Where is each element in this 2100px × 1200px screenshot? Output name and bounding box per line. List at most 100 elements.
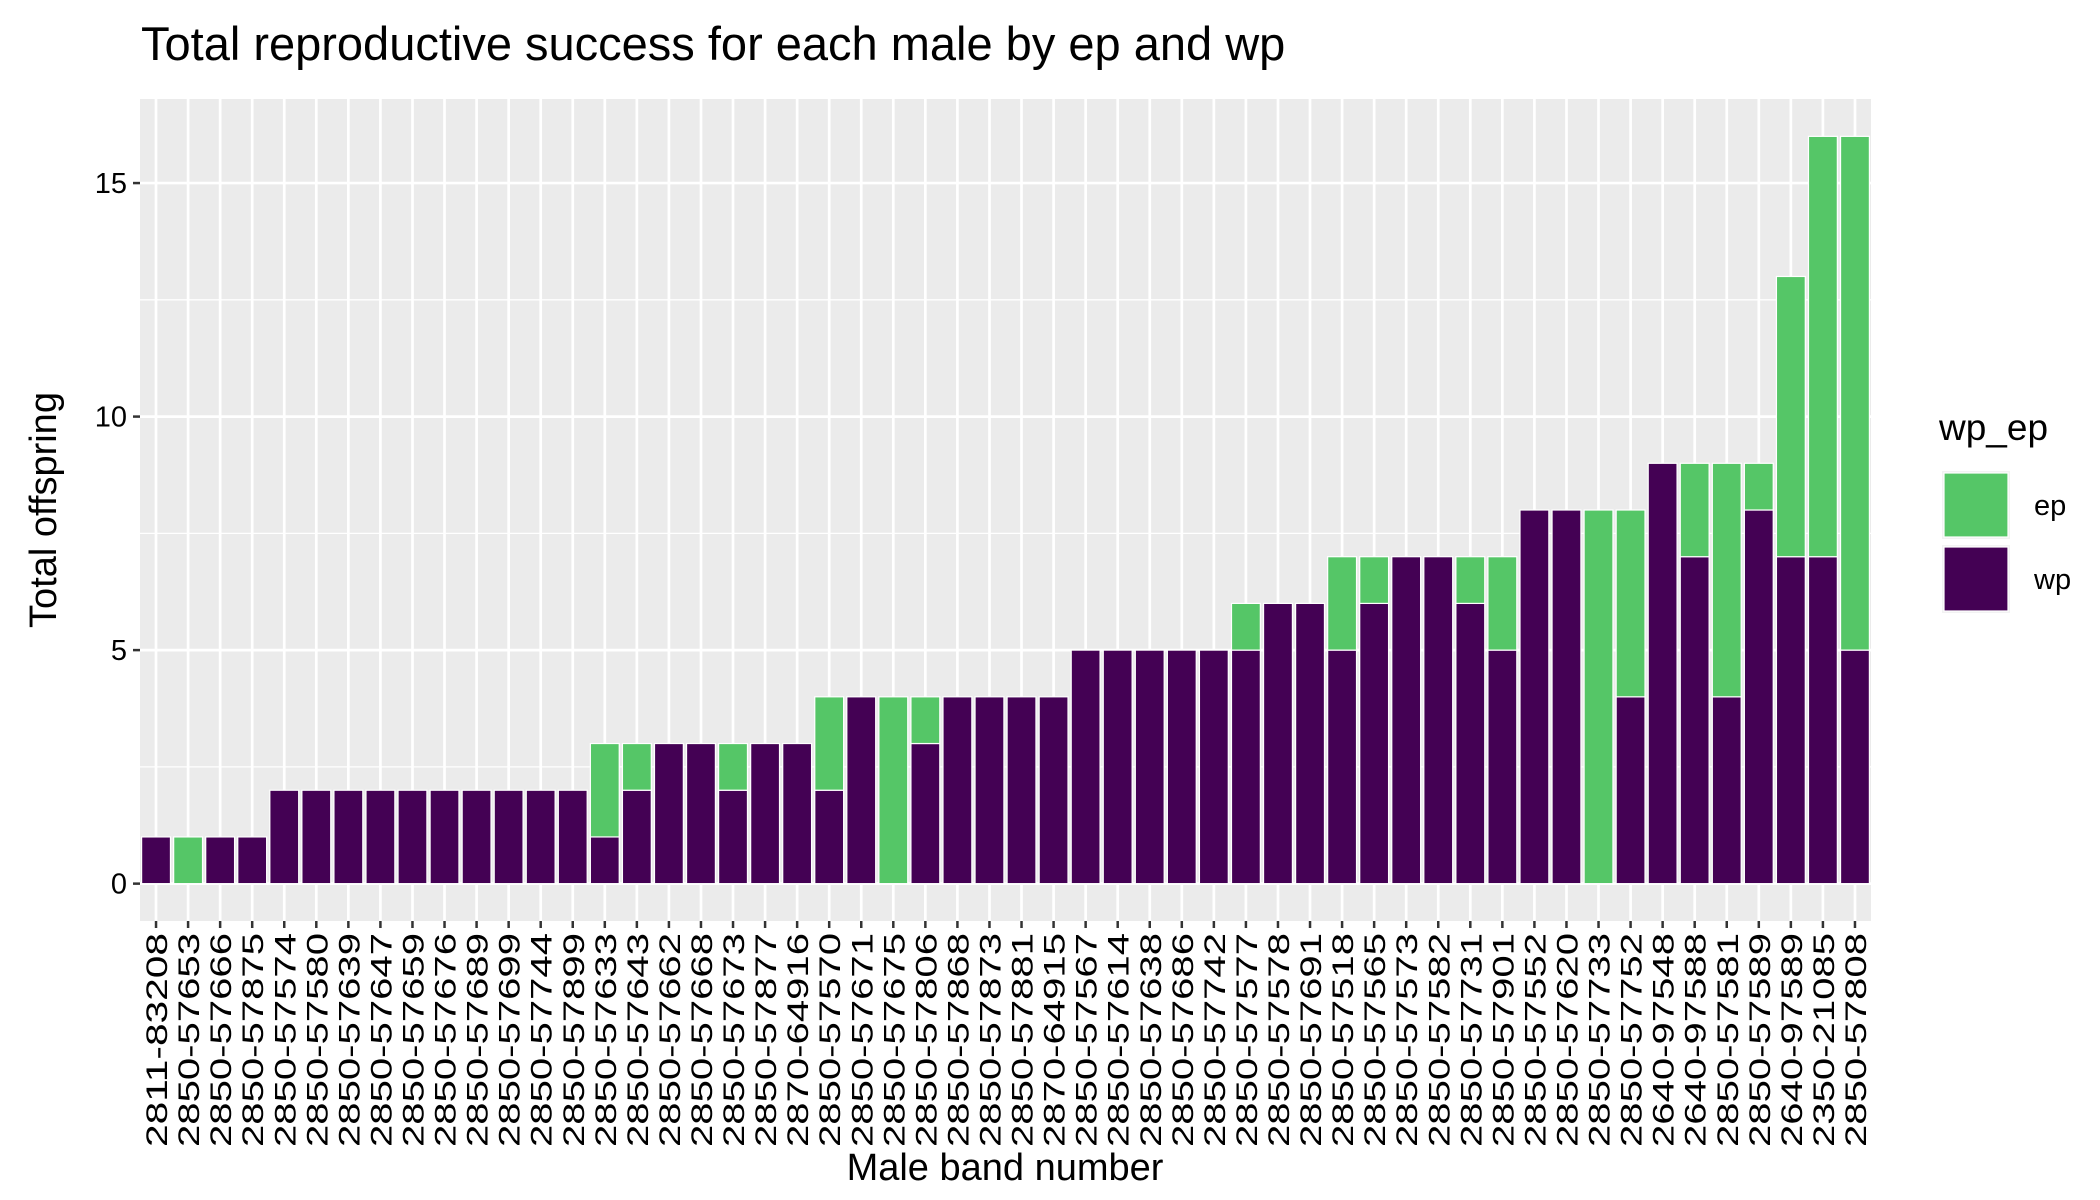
bar-segment (846, 696, 877, 885)
x-tick-label: 2850-57668 (686, 933, 719, 1147)
x-tick-label: 2850-57873 (974, 933, 1007, 1147)
bar-segment (718, 789, 749, 885)
x-tick-label: 2850-57647 (365, 933, 398, 1147)
bar-segment (910, 742, 941, 885)
bar-segment (1839, 649, 1870, 885)
bar-segment (814, 696, 845, 791)
x-tick-label: 2850-57580 (301, 933, 334, 1147)
bar-segment (1359, 602, 1390, 885)
bar-segment (1455, 602, 1486, 885)
x-tick-label: 2850-57676 (430, 933, 463, 1147)
bar-segment (493, 789, 524, 885)
x-tick-label: 2850-57633 (590, 933, 623, 1147)
x-tick-label: 2640-97588 (1680, 933, 1713, 1147)
x-tick-label: 2850-57875 (237, 933, 270, 1147)
x-tick-label: 2811-83208 (141, 933, 174, 1147)
x-tick-label: 2850-57614 (1103, 933, 1136, 1147)
bar-segment (1006, 696, 1037, 885)
x-tick-label: 2850-57752 (1616, 933, 1649, 1147)
bar-segment (1391, 556, 1422, 885)
bar-segment (1839, 135, 1870, 651)
bar-segment (141, 836, 172, 885)
legend-title: wp_ep (1938, 407, 2048, 448)
bar-segment (1230, 649, 1261, 885)
bar-segment (1166, 649, 1197, 885)
legend-label: wp (2033, 564, 2071, 596)
bar-segment (1711, 462, 1742, 698)
x-tick-label: 2850-57638 (1135, 933, 1168, 1147)
x-tick-label: 2850-57899 (558, 933, 591, 1147)
x-tick-label: 2850-57589 (1744, 933, 1777, 1147)
bar-segment (333, 789, 364, 885)
x-tick-label: 2850-57577 (1231, 933, 1264, 1147)
bar-segment (589, 742, 620, 838)
bar-segment (1679, 556, 1710, 885)
x-tick-label: 2850-57552 (1519, 933, 1552, 1147)
x-tick-label: 2850-57731 (1455, 933, 1488, 1147)
bar-segment (1807, 135, 1838, 558)
x-tick-label: 2850-57868 (942, 933, 975, 1147)
bar-segment (1359, 556, 1390, 605)
x-tick-label: 2850-57643 (622, 933, 655, 1147)
plot-background (140, 99, 1871, 921)
bar-segment (429, 789, 460, 885)
x-tick-label: 2850-57689 (462, 933, 495, 1147)
x-tick-label: 2850-57574 (269, 933, 302, 1147)
bar-segment (653, 742, 684, 885)
bar-segment (1327, 649, 1358, 885)
x-tick-label: 2850-57686 (1167, 933, 1200, 1147)
bar-segment (621, 742, 652, 791)
bar-segment (1038, 696, 1069, 885)
x-tick-label: 2850-57518 (1327, 933, 1360, 1147)
bar-segment (1455, 556, 1486, 605)
bar-segment (205, 836, 236, 885)
x-tick-label: 2850-57806 (910, 933, 943, 1147)
x-tick-label: 2850-57699 (494, 933, 527, 1147)
bar-segment (1551, 509, 1582, 885)
x-tick-label: 2850-57567 (1071, 933, 1104, 1147)
bar-segment (1519, 509, 1550, 885)
chart-title: Total reproductive success for each male… (141, 17, 1285, 70)
bar-segment (942, 696, 973, 885)
x-axis-label: Male band number (847, 1147, 1164, 1189)
x-tick-label: 2870-64916 (782, 933, 815, 1147)
x-tick-label: 2870-64915 (1039, 933, 1072, 1147)
bar-segment (1711, 696, 1742, 885)
bar-segment (589, 836, 620, 885)
bar-segment (1230, 602, 1261, 651)
x-tick-label: 2850-57671 (846, 933, 879, 1147)
x-tick-label: 2850-57582 (1423, 933, 1456, 1147)
x-tick-label: 2850-57673 (718, 933, 751, 1147)
bar-segment (1743, 509, 1774, 885)
x-tick-label: 2850-57733 (1584, 933, 1617, 1147)
bar-segment (1102, 649, 1133, 885)
x-tick-label: 2640-97589 (1776, 933, 1809, 1147)
bar-segment (1807, 556, 1838, 885)
bar-segment (621, 789, 652, 885)
x-tick-label: 2850-57653 (173, 933, 206, 1147)
x-tick-label: 2850-57666 (205, 933, 238, 1147)
y-tick-label: 0 (111, 869, 127, 901)
bar-segment (782, 742, 813, 885)
x-tick-label: 2850-57662 (654, 933, 687, 1147)
bar-segment (750, 742, 781, 885)
x-tick-label: 2850-57578 (1263, 933, 1296, 1147)
bar-segment (974, 696, 1005, 885)
y-tick-label: 5 (111, 635, 127, 667)
y-tick-label: 10 (95, 402, 127, 434)
bar-segment (365, 789, 396, 885)
y-axis-label: Total offspring (23, 392, 65, 628)
bar-segment (557, 789, 588, 885)
x-tick-label: 2850-57675 (878, 933, 911, 1147)
bar-segment (525, 789, 556, 885)
legend-key (1943, 546, 2009, 612)
bar-segment (1775, 275, 1806, 558)
bar-segment (1647, 462, 1678, 885)
x-tick-label: 2850-57881 (1007, 933, 1040, 1147)
bar-segment (1679, 462, 1710, 558)
bar-segment (461, 789, 492, 885)
bar-segment (1583, 509, 1614, 885)
y-tick-label: 15 (95, 168, 127, 200)
bar-segment (1295, 602, 1326, 885)
bar-segment (1070, 649, 1101, 885)
